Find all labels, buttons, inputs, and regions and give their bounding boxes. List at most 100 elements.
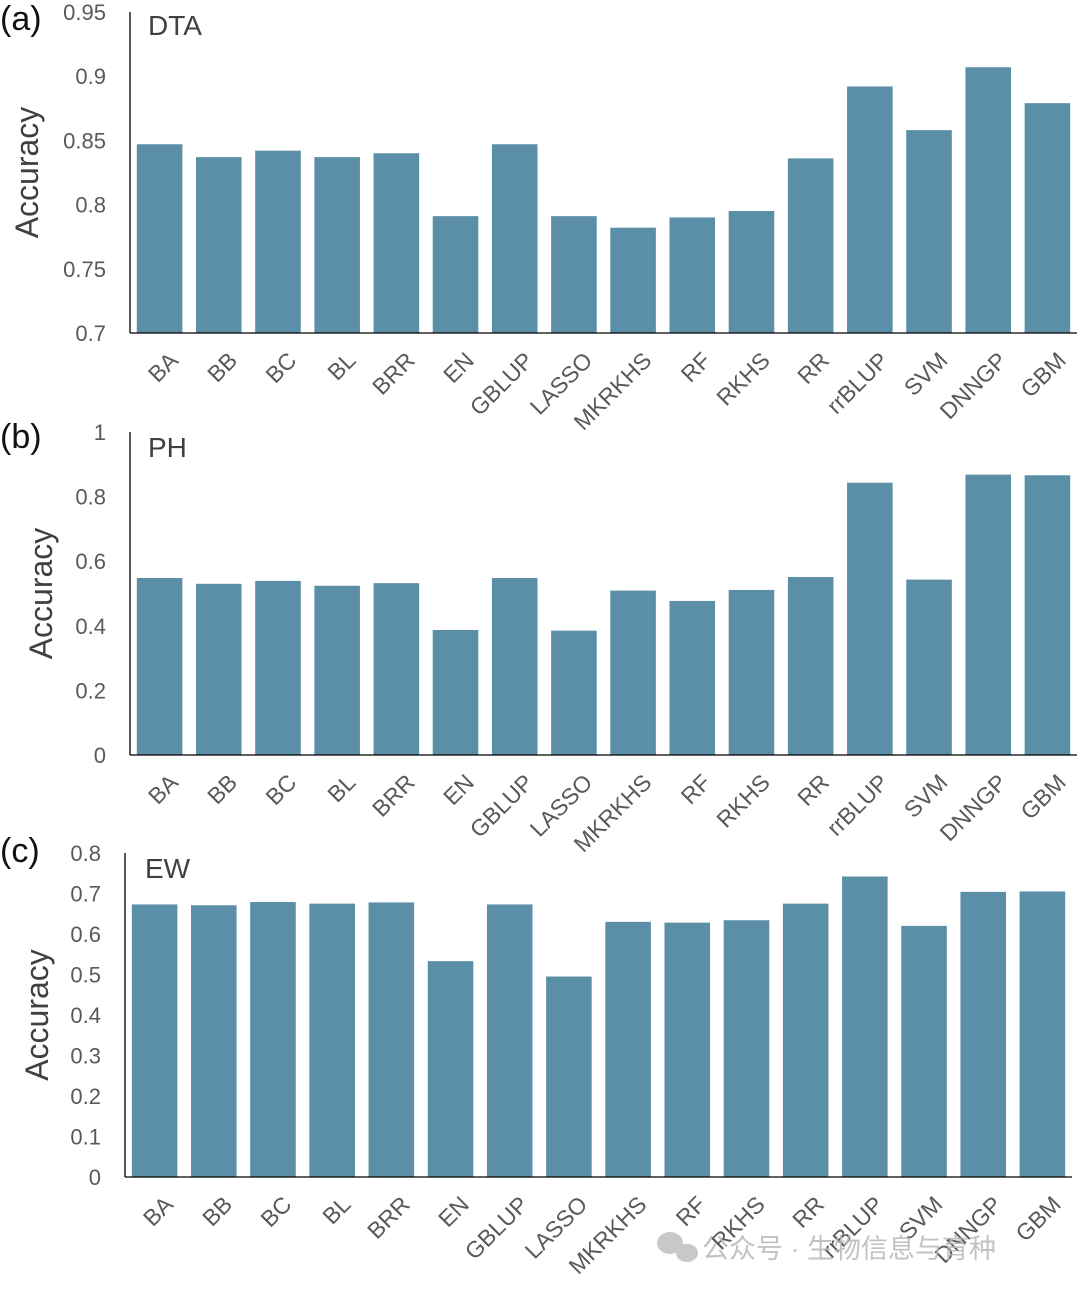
x-tick-label: BC	[260, 769, 301, 810]
x-tick-label: GBLUP	[465, 347, 539, 421]
y-tick-label: 0.8	[75, 485, 106, 510]
bar-bc	[255, 580, 301, 755]
y-tick-label: 0	[94, 743, 106, 768]
y-tick-label: 0.7	[70, 882, 101, 907]
x-tick-label: BRR	[367, 769, 420, 822]
y-tick-label: 0.85	[63, 128, 106, 153]
y-tick-label: 0.4	[75, 614, 106, 639]
bar-rkhs	[728, 589, 775, 755]
bar-ba	[131, 904, 178, 1177]
x-tick-label: EN	[433, 1191, 474, 1232]
y-tick-label: 0.2	[70, 1084, 101, 1109]
x-tick-label: GBM	[1015, 347, 1070, 402]
x-tick-label: SVM	[899, 347, 953, 401]
bar-ba	[136, 144, 183, 333]
bar-en	[432, 216, 479, 333]
x-tick-label: EN	[438, 769, 479, 810]
chart-panel-ew: (c) EW Accuracy 0 0.1 0.2 0.3 0.4 0.5 0.6 0.7 0.8 BA…	[0, 832, 1072, 1279]
bar-bl	[309, 903, 355, 1177]
bar-en	[432, 629, 479, 755]
bar-brr	[368, 902, 415, 1177]
bar-bl	[314, 157, 360, 333]
bar-gbm	[1019, 891, 1066, 1177]
bar-rf	[669, 217, 716, 333]
bar-bl	[314, 585, 360, 755]
x-tick-label: RR	[792, 769, 834, 811]
x-tick-label: GBLUP	[465, 769, 539, 843]
bar-bc	[255, 150, 301, 333]
panel-label: (b)	[0, 418, 42, 456]
bar-rrblup	[842, 876, 888, 1177]
bar-rf	[664, 922, 711, 1177]
bar-gbm	[1024, 475, 1071, 755]
bar-bb	[195, 583, 242, 755]
y-axis-label: Accuracy	[19, 949, 55, 1081]
x-tick-label: GBLUP	[460, 1191, 534, 1265]
bar-mkrkhs	[610, 227, 656, 333]
bar-svm	[906, 579, 952, 755]
x-tick-label: SVM	[899, 769, 953, 823]
bar-brr	[373, 583, 420, 755]
watermark-text: 公众号 · 生物信息与育种	[702, 1234, 996, 1264]
x-tick-label: RF	[671, 1191, 711, 1231]
bar-rkhs	[728, 211, 775, 333]
x-tick-label: DNNGP	[935, 347, 1012, 424]
bar-rr	[787, 158, 834, 333]
y-tick-label: 0.4	[70, 1003, 101, 1028]
x-tick-label: RF	[676, 769, 716, 809]
x-tick-label: RF	[676, 347, 716, 387]
bar-en	[427, 961, 474, 1177]
x-tick-label: EN	[438, 347, 479, 388]
y-tick-label: 0.3	[70, 1044, 101, 1069]
bar-rrblup	[847, 86, 893, 333]
y-tick-label: 0.75	[63, 257, 106, 282]
chart-title: PH	[148, 432, 187, 463]
x-tick-label: rrBLUP	[822, 769, 894, 841]
x-tick-label: BL	[317, 1191, 355, 1229]
bar-dnngp	[960, 891, 1007, 1177]
chart-title: EW	[145, 853, 191, 884]
watermark: 公众号 · 生物信息与育种	[657, 1232, 996, 1264]
x-tick-label: BC	[260, 347, 301, 388]
x-tick-label: BL	[322, 769, 360, 807]
y-tick-label: 0.5	[70, 963, 101, 988]
y-tick-label: 0.7	[75, 321, 106, 346]
y-tick-label: 0.95	[63, 0, 106, 25]
bar-bb	[190, 905, 237, 1177]
x-tick-label: RKHS	[711, 769, 775, 833]
y-tick-label: 0.8	[75, 193, 106, 218]
x-tick-label: BB	[197, 1191, 237, 1231]
bar-mkrkhs	[605, 921, 651, 1177]
chart-title: DTA	[148, 10, 202, 41]
bar-rr	[787, 577, 834, 755]
x-tick-label: RKHS	[711, 347, 775, 411]
x-tick-label: BA	[138, 1191, 179, 1232]
y-tick-label: 0.8	[70, 841, 101, 866]
bar-dnngp	[965, 67, 1012, 333]
bar-gbm	[1024, 103, 1071, 333]
x-tick-label: BB	[202, 769, 242, 809]
bar-rf	[669, 600, 716, 755]
bar-gblup	[486, 904, 533, 1177]
bar-brr	[373, 153, 420, 333]
bar-lasso	[546, 976, 592, 1177]
chart-panel-dta: (a) DTA Accuracy 0.7 0.75 0.8 0.85 0.9 0.95 BA BB B…	[0, 0, 1077, 435]
y-tick-label: 0	[89, 1165, 101, 1190]
bar-bb	[195, 157, 242, 333]
bar-svm	[906, 130, 952, 333]
panel-label: (c)	[0, 832, 40, 870]
bar-lasso	[551, 630, 597, 755]
y-axis-label: Accuracy	[23, 528, 59, 660]
chart-panel-ph: (b) PH Accuracy 0 0.2 0.4 0.6 0.8 1 BA BB BC BL BRR EN…	[0, 418, 1077, 857]
y-tick-label: 0.9	[75, 64, 106, 89]
bar-bc	[250, 902, 296, 1177]
y-tick-label: 0.2	[75, 678, 106, 703]
x-tick-label: GBM	[1015, 769, 1070, 824]
bar-rrblup	[847, 482, 893, 755]
x-tick-label: BA	[143, 769, 184, 810]
x-tick-label: BB	[202, 347, 242, 387]
bar-ba	[136, 577, 183, 755]
x-tick-label: RR	[792, 347, 834, 389]
